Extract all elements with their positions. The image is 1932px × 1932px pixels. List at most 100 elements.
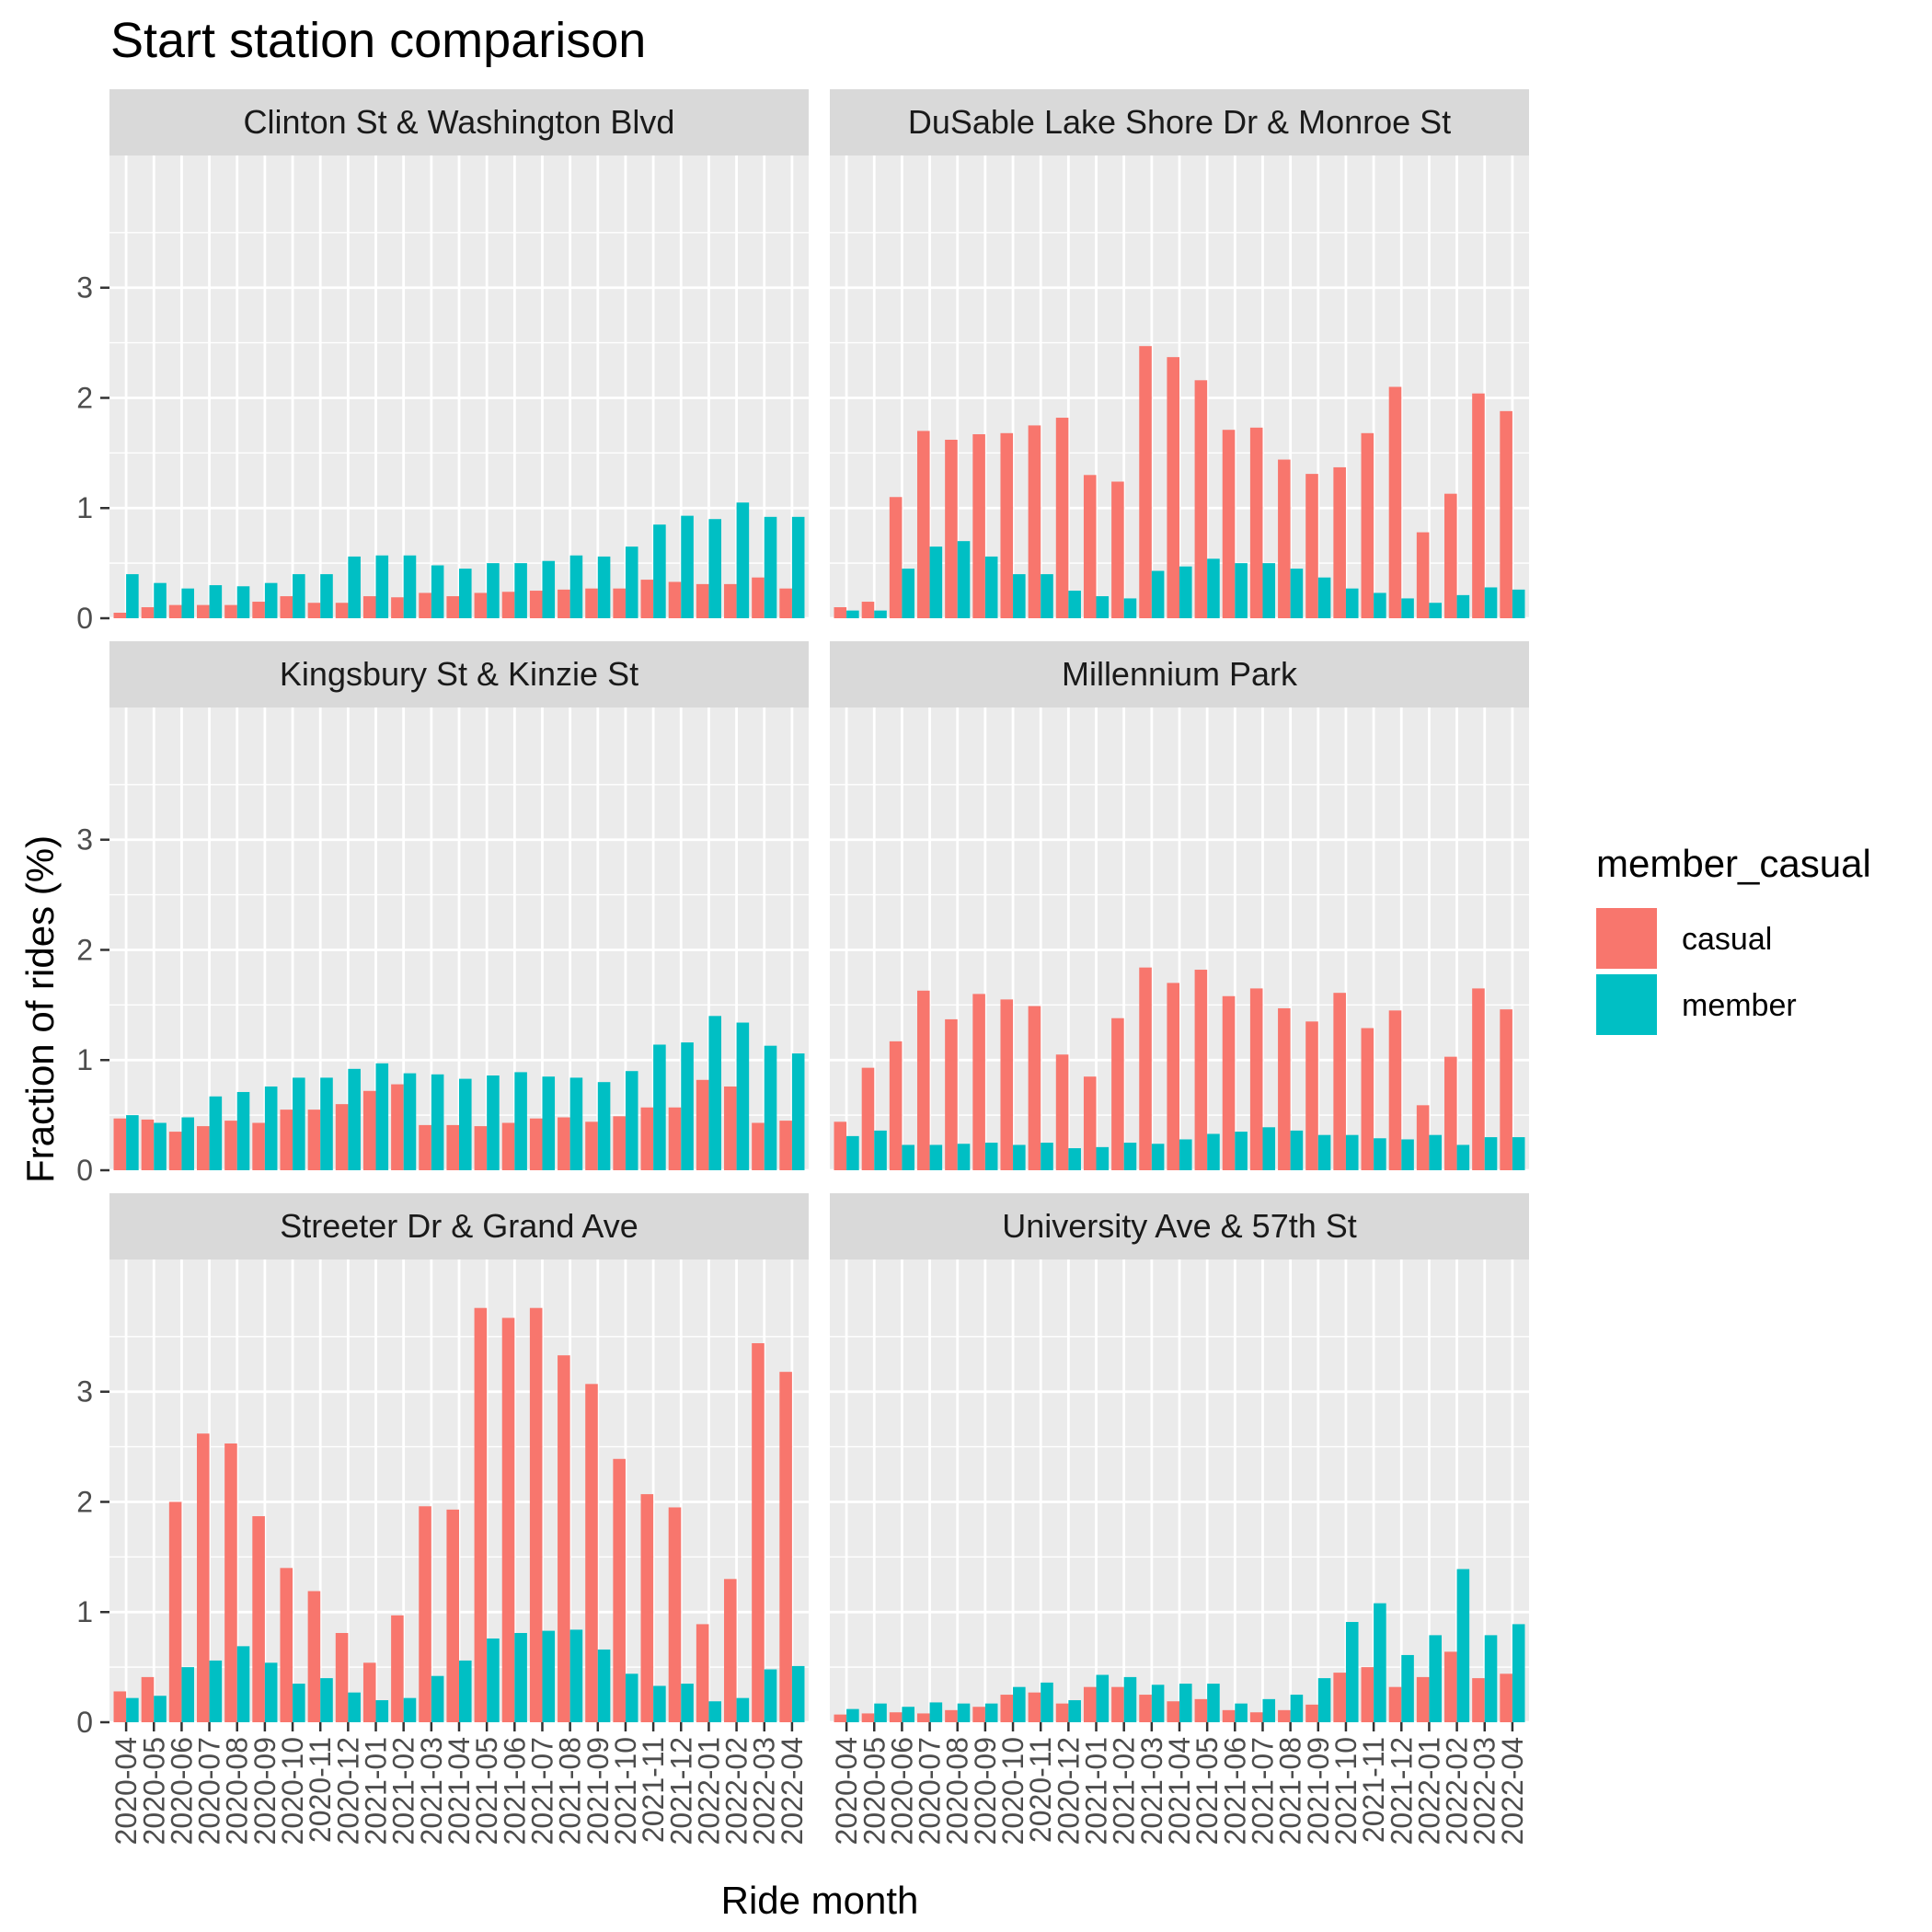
bar-member bbox=[126, 1697, 139, 1722]
bar-member bbox=[736, 502, 750, 618]
bar-member bbox=[126, 574, 139, 618]
bar-member bbox=[1456, 594, 1470, 618]
bar-member bbox=[1345, 588, 1359, 618]
bar-member bbox=[569, 1629, 583, 1722]
bar-member bbox=[902, 569, 914, 618]
bar-member bbox=[487, 1075, 500, 1170]
bar-casual bbox=[1000, 999, 1014, 1170]
x-tick-label: 2021-09 bbox=[1302, 1737, 1335, 1845]
bar-casual bbox=[972, 1707, 985, 1722]
bar-member bbox=[569, 555, 583, 618]
chart-title: Start station comparison bbox=[110, 13, 646, 68]
x-axis-title: Ride month bbox=[721, 1879, 919, 1922]
bar-member bbox=[597, 1649, 611, 1722]
bar-member bbox=[929, 546, 943, 618]
bar-casual bbox=[668, 1507, 682, 1722]
facet-panels: Clinton St & Washington Blvd 0 1 2 3 DuSable … bbox=[76, 89, 1529, 1845]
bar-casual bbox=[501, 1122, 515, 1170]
x-tick-label: 2020-04 bbox=[830, 1737, 863, 1845]
bar-member bbox=[459, 569, 472, 618]
bar-member bbox=[181, 1667, 194, 1722]
bar-member bbox=[1096, 1674, 1110, 1722]
x-tick-label: 2020-09 bbox=[969, 1737, 1002, 1845]
bar-casual bbox=[640, 1494, 654, 1722]
bar-member bbox=[1179, 566, 1192, 618]
bar-casual bbox=[1111, 1018, 1124, 1170]
bar-casual bbox=[613, 1458, 626, 1722]
bar-casual bbox=[224, 1121, 237, 1170]
bar-member bbox=[1207, 558, 1220, 618]
bar-member bbox=[597, 556, 611, 618]
bar-member bbox=[874, 610, 887, 618]
bar-casual bbox=[889, 1041, 903, 1170]
bar-member bbox=[1041, 1143, 1053, 1170]
bar-member bbox=[1345, 1134, 1359, 1170]
bar-member bbox=[1317, 1134, 1331, 1170]
bar-member bbox=[126, 1115, 139, 1170]
bar-member bbox=[320, 1077, 333, 1170]
bar-member bbox=[929, 1144, 943, 1170]
bar-member bbox=[236, 1091, 250, 1170]
bar-casual bbox=[640, 1107, 654, 1170]
bar-member bbox=[1262, 1698, 1276, 1722]
panel-clinton-st-washington-blvd: Clinton St & Washington Blvd 0 1 2 3 bbox=[76, 89, 809, 635]
bar-casual bbox=[1361, 1667, 1374, 1722]
bar-member bbox=[459, 1660, 472, 1722]
bar-member bbox=[929, 1702, 943, 1722]
bar-member bbox=[375, 1063, 389, 1170]
bar-member bbox=[487, 1638, 500, 1722]
bar-casual bbox=[501, 592, 515, 618]
bar-casual bbox=[197, 604, 210, 618]
bar-casual bbox=[1055, 1054, 1069, 1170]
bar-member bbox=[625, 1071, 638, 1170]
bar-casual bbox=[558, 1355, 570, 1722]
bar-casual bbox=[1305, 1704, 1318, 1722]
bar-casual bbox=[1000, 432, 1014, 618]
bar-member bbox=[431, 1074, 444, 1170]
bar-casual bbox=[1194, 380, 1208, 618]
bar-casual bbox=[1388, 386, 1402, 618]
bar-member bbox=[348, 1692, 361, 1722]
bar-member bbox=[293, 1684, 305, 1722]
bar-member bbox=[874, 1130, 887, 1170]
bar-member bbox=[181, 1117, 194, 1170]
bar-casual bbox=[1249, 988, 1263, 1170]
y-tick-label: 0 bbox=[76, 1706, 93, 1739]
bar-casual bbox=[696, 1079, 709, 1170]
bar-casual bbox=[724, 583, 737, 618]
bar-member bbox=[681, 1684, 694, 1722]
x-tick-label: 2021-01 bbox=[360, 1737, 393, 1845]
bar-member bbox=[957, 1144, 971, 1170]
bar-casual bbox=[1388, 1010, 1402, 1170]
bar-member bbox=[984, 1143, 998, 1170]
bar-casual bbox=[1083, 1076, 1097, 1170]
bar-casual bbox=[113, 613, 127, 618]
bar-member bbox=[1151, 1144, 1165, 1170]
bar-casual bbox=[141, 1119, 155, 1170]
bar-casual bbox=[1500, 1009, 1512, 1170]
x-tick-label: 2020-12 bbox=[1052, 1737, 1085, 1845]
bar-member bbox=[1207, 1684, 1220, 1722]
bar-member bbox=[1512, 1137, 1525, 1170]
bar-casual bbox=[474, 1126, 488, 1170]
bar-casual bbox=[1222, 1709, 1236, 1722]
bar-casual bbox=[529, 1307, 543, 1722]
bar-member bbox=[791, 1053, 805, 1170]
facet-strip bbox=[830, 89, 1529, 155]
bar-member bbox=[1456, 1144, 1470, 1170]
bar-casual bbox=[1083, 475, 1097, 618]
bar-casual bbox=[419, 592, 431, 618]
bar-casual bbox=[972, 994, 985, 1170]
panel-dusable-lake-shore-dr-monroe-st: DuSable Lake Shore Dr & Monroe St bbox=[830, 89, 1529, 620]
bar-casual bbox=[945, 1018, 958, 1170]
bar-casual bbox=[889, 497, 903, 618]
bar-member bbox=[1484, 1635, 1498, 1722]
y-tick-label: 2 bbox=[76, 381, 93, 414]
bar-member bbox=[1179, 1139, 1192, 1170]
x-tick-label: 2021-02 bbox=[387, 1737, 420, 1845]
x-tick-label: 2020-11 bbox=[1024, 1737, 1057, 1843]
x-tick-label: 2020-06 bbox=[885, 1737, 918, 1845]
bar-casual bbox=[1361, 432, 1374, 618]
bar-casual bbox=[1222, 430, 1236, 618]
